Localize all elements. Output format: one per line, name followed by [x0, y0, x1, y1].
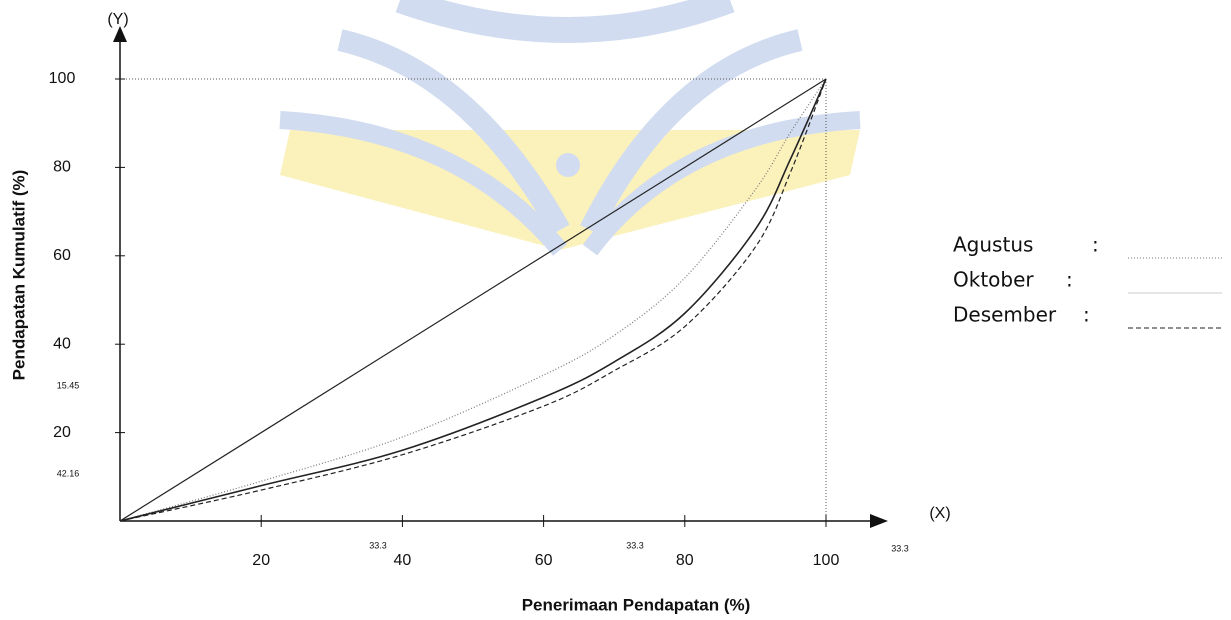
x-tick-label: 60: [535, 552, 553, 569]
watermark: [280, 0, 860, 250]
y-tick-label: 20: [53, 424, 71, 441]
legend-separator: :: [1083, 303, 1090, 327]
y-tick-label: 40: [53, 335, 71, 352]
x-axis-arrow: [870, 514, 888, 528]
watermark-arc: [400, 0, 730, 30]
watermark-band: [280, 130, 860, 250]
legend-separator: :: [1092, 233, 1099, 257]
y-axis-marker: (Y): [107, 11, 128, 28]
watermark-dot: [556, 153, 580, 177]
y-axis-title: Pendapatan Kumulatif (%): [9, 170, 28, 381]
x-tick-label: 20: [252, 552, 270, 569]
y-tick-label: 100: [49, 70, 76, 87]
x-axis-marker: (X): [929, 505, 950, 522]
legend-separator: :: [1066, 268, 1073, 292]
x-axis-title: Penerimaan Pendapatan (%): [522, 595, 751, 614]
y-tick-label: 60: [53, 247, 71, 264]
y-tick-label: 80: [53, 159, 71, 176]
x-tick-label: 40: [394, 552, 412, 569]
annotation: 33.3: [891, 543, 909, 553]
legend-label: Oktober: [953, 268, 1034, 292]
annotation: 33.3: [626, 540, 644, 550]
chart: Penerimaan Pendapatan (%) Pendapatan Kum…: [0, 0, 1231, 620]
y-axis-arrow: [113, 26, 127, 42]
legend-label: Agustus: [953, 233, 1033, 257]
x-tick-label: 80: [676, 552, 694, 569]
legend-label: Desember: [953, 303, 1057, 327]
x-tick-label: 100: [813, 552, 840, 569]
annotation: 15.45: [57, 380, 80, 390]
annotation: 33.3: [369, 540, 387, 550]
annotation: 42.16: [57, 468, 80, 478]
